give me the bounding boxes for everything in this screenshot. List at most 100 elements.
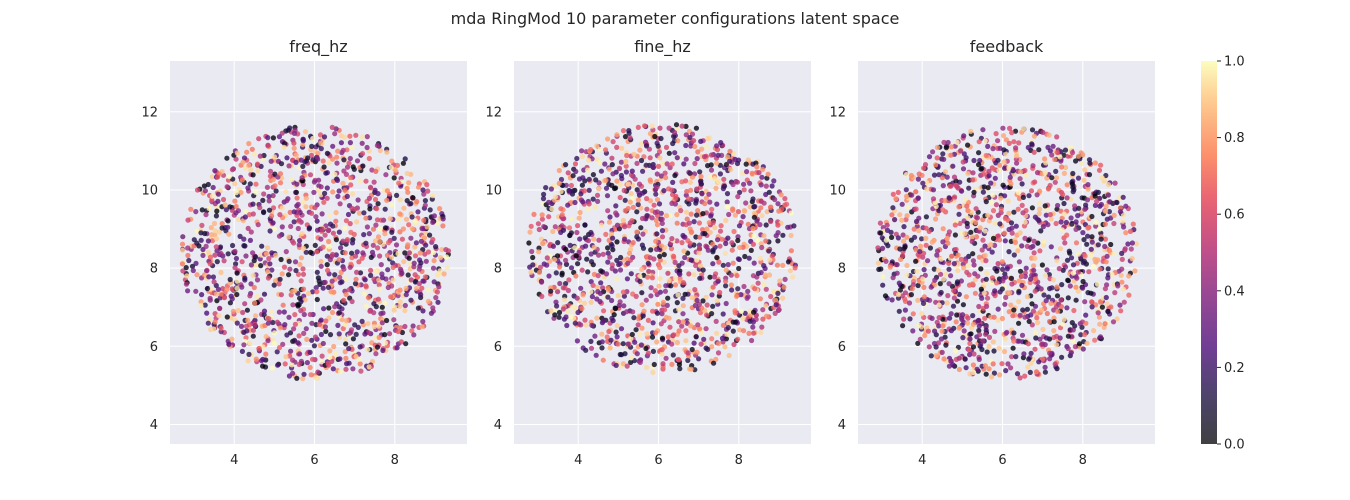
data-point — [372, 196, 379, 203]
data-point — [431, 213, 437, 219]
data-point — [372, 187, 378, 193]
data-point — [1097, 334, 1104, 340]
data-point — [1130, 221, 1136, 227]
data-point — [416, 281, 422, 287]
data-point — [679, 240, 685, 246]
data-point — [295, 271, 302, 277]
data-point — [691, 219, 697, 225]
data-point — [901, 316, 907, 322]
data-point — [647, 131, 654, 137]
data-point — [581, 300, 588, 306]
data-point — [666, 277, 672, 284]
data-point — [403, 285, 409, 291]
data-point — [695, 149, 701, 155]
data-point — [332, 131, 338, 137]
data-point — [933, 162, 939, 168]
data-point — [224, 287, 230, 293]
data-point — [769, 183, 775, 189]
data-point — [879, 235, 885, 241]
data-point — [546, 214, 552, 220]
data-point — [674, 155, 680, 161]
data-point — [330, 366, 336, 372]
data-point — [404, 198, 410, 204]
data-point — [640, 168, 646, 174]
data-point — [960, 335, 966, 341]
data-point — [965, 263, 971, 269]
data-point — [653, 330, 659, 336]
data-point — [976, 323, 982, 329]
data-point — [683, 209, 690, 215]
colorbar-tick-label: 0.8 — [1224, 131, 1245, 146]
data-point — [958, 278, 965, 284]
data-point — [301, 330, 307, 336]
data-point — [586, 201, 592, 207]
data-point — [617, 351, 623, 358]
data-point — [899, 217, 905, 223]
data-point — [418, 292, 424, 298]
data-point — [1019, 273, 1025, 279]
data-point — [937, 202, 944, 208]
data-point — [727, 148, 733, 154]
data-point — [990, 208, 997, 214]
data-point — [663, 175, 669, 181]
data-point — [1087, 160, 1093, 166]
data-point — [301, 311, 307, 318]
data-point — [267, 261, 273, 267]
data-point — [697, 234, 703, 240]
data-point — [682, 291, 688, 297]
data-point — [437, 268, 443, 274]
data-point — [394, 192, 400, 198]
data-point — [998, 195, 1004, 201]
data-point — [377, 286, 383, 292]
data-point — [327, 354, 333, 360]
data-point — [1031, 133, 1037, 139]
data-point — [395, 216, 402, 223]
data-point — [729, 287, 735, 293]
data-point — [412, 244, 418, 250]
data-point — [730, 260, 736, 266]
data-point — [1048, 244, 1054, 250]
data-point — [672, 172, 678, 179]
data-point — [301, 371, 307, 377]
data-point — [397, 211, 403, 217]
data-point — [707, 199, 713, 205]
data-point — [656, 149, 663, 155]
data-point — [756, 170, 762, 176]
data-point — [1097, 226, 1103, 232]
data-point — [635, 201, 641, 208]
data-point — [660, 161, 666, 167]
data-point — [995, 317, 1001, 323]
data-point — [329, 278, 335, 284]
data-point — [704, 312, 710, 318]
data-point — [596, 252, 602, 258]
data-point — [180, 234, 186, 240]
data-point — [543, 185, 549, 191]
data-point — [956, 366, 963, 373]
data-point — [600, 285, 606, 291]
data-point — [528, 223, 534, 229]
data-point — [302, 297, 308, 303]
data-point — [669, 236, 675, 242]
data-point — [924, 186, 930, 192]
data-point — [1080, 260, 1086, 266]
data-point — [1002, 238, 1008, 244]
data-point — [1114, 199, 1120, 206]
data-point — [935, 340, 942, 346]
data-point — [284, 155, 290, 161]
data-point — [1002, 193, 1008, 199]
data-point — [1068, 215, 1074, 221]
data-point — [1105, 275, 1111, 281]
data-point — [723, 300, 729, 307]
data-point — [255, 168, 261, 174]
data-point — [406, 222, 412, 228]
data-point — [1053, 168, 1059, 174]
data-point — [413, 240, 419, 246]
data-point — [234, 320, 240, 326]
data-point — [395, 328, 401, 335]
data-point — [725, 235, 731, 241]
data-point — [1102, 286, 1108, 292]
data-point — [184, 273, 190, 279]
data-point — [394, 162, 401, 168]
data-point — [362, 331, 368, 337]
